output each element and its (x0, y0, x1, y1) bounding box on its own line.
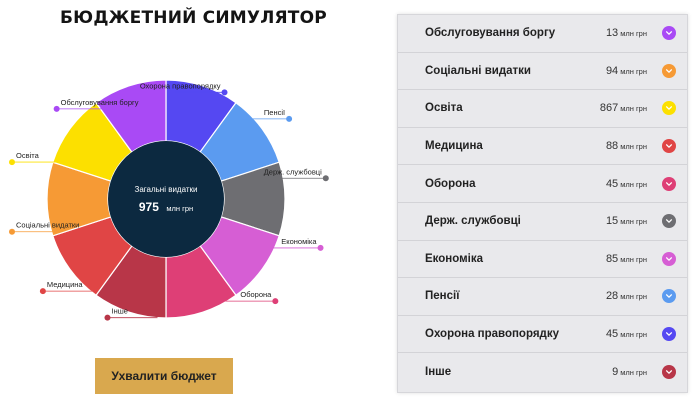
callout-dot (272, 298, 279, 305)
chevron-down-icon[interactable] (662, 214, 676, 229)
callout-dot (9, 159, 15, 166)
callout-dot (39, 288, 46, 295)
callout-label: Освіта (16, 151, 40, 160)
callout-label: Інше (111, 307, 127, 316)
callout-label: Охорона правопорядку (140, 81, 221, 90)
center-label: Загальні видатки (134, 185, 197, 194)
budget-item-row[interactable]: Обслуговування боргу 13 млн грн (398, 15, 687, 53)
budget-item-amount: 28 млн грн (606, 290, 647, 302)
budget-item-label: Освіта (425, 102, 463, 115)
center-total-unit: млн грн (166, 204, 193, 213)
chevron-down-icon[interactable] (662, 176, 676, 191)
budget-item-row[interactable]: Оборона 45 млн грн (398, 165, 687, 203)
budget-item-row[interactable]: Інше 9 млн грн (398, 353, 687, 391)
budget-item-unit: млн грн (620, 142, 647, 152)
budget-items-panel: Обслуговування боргу 13 млн грн Соціальні в… (397, 14, 688, 393)
budget-item-unit: млн грн (620, 179, 647, 189)
app-title: БЮДЖЕТНИЙ СИМУЛЯТОР (60, 8, 327, 28)
callout-label: Медицина (47, 280, 84, 289)
budget-item-value: 45 (605, 177, 619, 190)
chevron-down-icon[interactable] (662, 26, 676, 41)
budget-item-amount: 45 млн грн (606, 178, 647, 190)
budget-donut-chart: Охорона правопорядку Пенсії Держ. службовц… (9, 79, 329, 321)
budget-item-row[interactable]: Медицина 88 млн грн (398, 128, 687, 166)
budget-item-value: 88 (605, 140, 619, 153)
budget-item-value: 9 (612, 366, 619, 379)
budget-item-value: 13 (605, 27, 619, 40)
budget-item-label: Інше (425, 366, 452, 379)
budget-item-row[interactable]: Охорона правопорядку 45 млн грн (398, 316, 687, 354)
callout-dot (322, 175, 329, 182)
budget-item-label: Пенсії (425, 290, 460, 303)
budget-item-amount: 15 млн грн (606, 215, 647, 227)
chevron-down-icon[interactable] (662, 365, 676, 380)
budget-item-amount: 85 млн грн (606, 253, 647, 265)
budget-item-amount: 867 млн грн (600, 102, 647, 114)
callout-dot (317, 244, 324, 251)
budget-item-amount: 13 млн грн (606, 27, 647, 39)
chevron-down-icon[interactable] (662, 327, 676, 342)
budget-item-value: 867 (599, 102, 619, 115)
budget-item-row[interactable]: Економіка 85 млн грн (398, 241, 687, 279)
center-total: 975 млн грн (139, 198, 193, 215)
callout-label: Пенсії (264, 108, 286, 117)
budget-item-row[interactable]: Освіта 867 млн грн (398, 90, 687, 128)
budget-item-unit: млн грн (620, 292, 647, 302)
budget-item-unit: млн грн (620, 66, 647, 76)
center-total-value: 975 (139, 200, 159, 214)
chevron-down-icon[interactable] (662, 101, 676, 116)
budget-item-row[interactable]: Держ. службовці 15 млн грн (398, 203, 687, 241)
callout-dot (221, 89, 228, 96)
budget-item-value: 94 (605, 64, 619, 77)
budget-item-row[interactable]: Пенсії 28 млн грн (398, 278, 687, 316)
chevron-down-icon[interactable] (662, 251, 676, 266)
budget-item-amount: 45 млн грн (606, 328, 647, 340)
budget-item-label: Соціальні видатки (425, 64, 531, 77)
budget-item-label: Держ. службовці (425, 215, 521, 228)
callout-dot (104, 314, 111, 321)
budget-item-amount: 88 млн грн (606, 140, 647, 152)
chevron-down-icon[interactable] (662, 63, 676, 78)
budget-item-unit: млн грн (620, 330, 647, 340)
budget-item-amount: 94 млн грн (606, 65, 647, 77)
callout-label: Держ. службовці (264, 167, 322, 176)
callout-label: Обслуговування боргу (61, 98, 139, 107)
budget-item-label: Медицина (425, 140, 483, 153)
chevron-down-icon[interactable] (662, 139, 676, 154)
budget-item-label: Охорона правопорядку (425, 328, 559, 341)
budget-item-value: 85 (605, 252, 619, 265)
budget-item-unit: млн грн (620, 254, 647, 264)
chevron-down-icon[interactable] (662, 289, 676, 304)
callout-label: Оборона (240, 290, 272, 299)
callout-dot (286, 115, 293, 122)
approve-budget-button[interactable]: Ухвалити бюджет (95, 358, 233, 394)
callout-label: Економіка (281, 237, 317, 246)
budget-item-label: Оборона (425, 177, 476, 190)
budget-item-unit: млн грн (620, 104, 647, 114)
budget-item-unit: млн грн (620, 217, 647, 227)
budget-item-amount: 9 млн грн (612, 366, 647, 378)
budget-item-unit: млн грн (620, 368, 647, 378)
budget-item-label: Обслуговування боргу (425, 27, 556, 40)
budget-item-row[interactable]: Соціальні видатки 94 млн грн (398, 53, 687, 91)
budget-item-unit: млн грн (620, 29, 647, 39)
budget-item-value: 15 (605, 215, 619, 228)
budget-item-label: Економіка (425, 252, 483, 265)
callout-dot (53, 105, 60, 112)
callout-label: Соціальні видатки (16, 221, 79, 230)
callout-dot (9, 228, 15, 235)
budget-item-value: 45 (605, 328, 619, 341)
budget-item-value: 28 (605, 290, 619, 303)
center-circle (108, 141, 224, 257)
